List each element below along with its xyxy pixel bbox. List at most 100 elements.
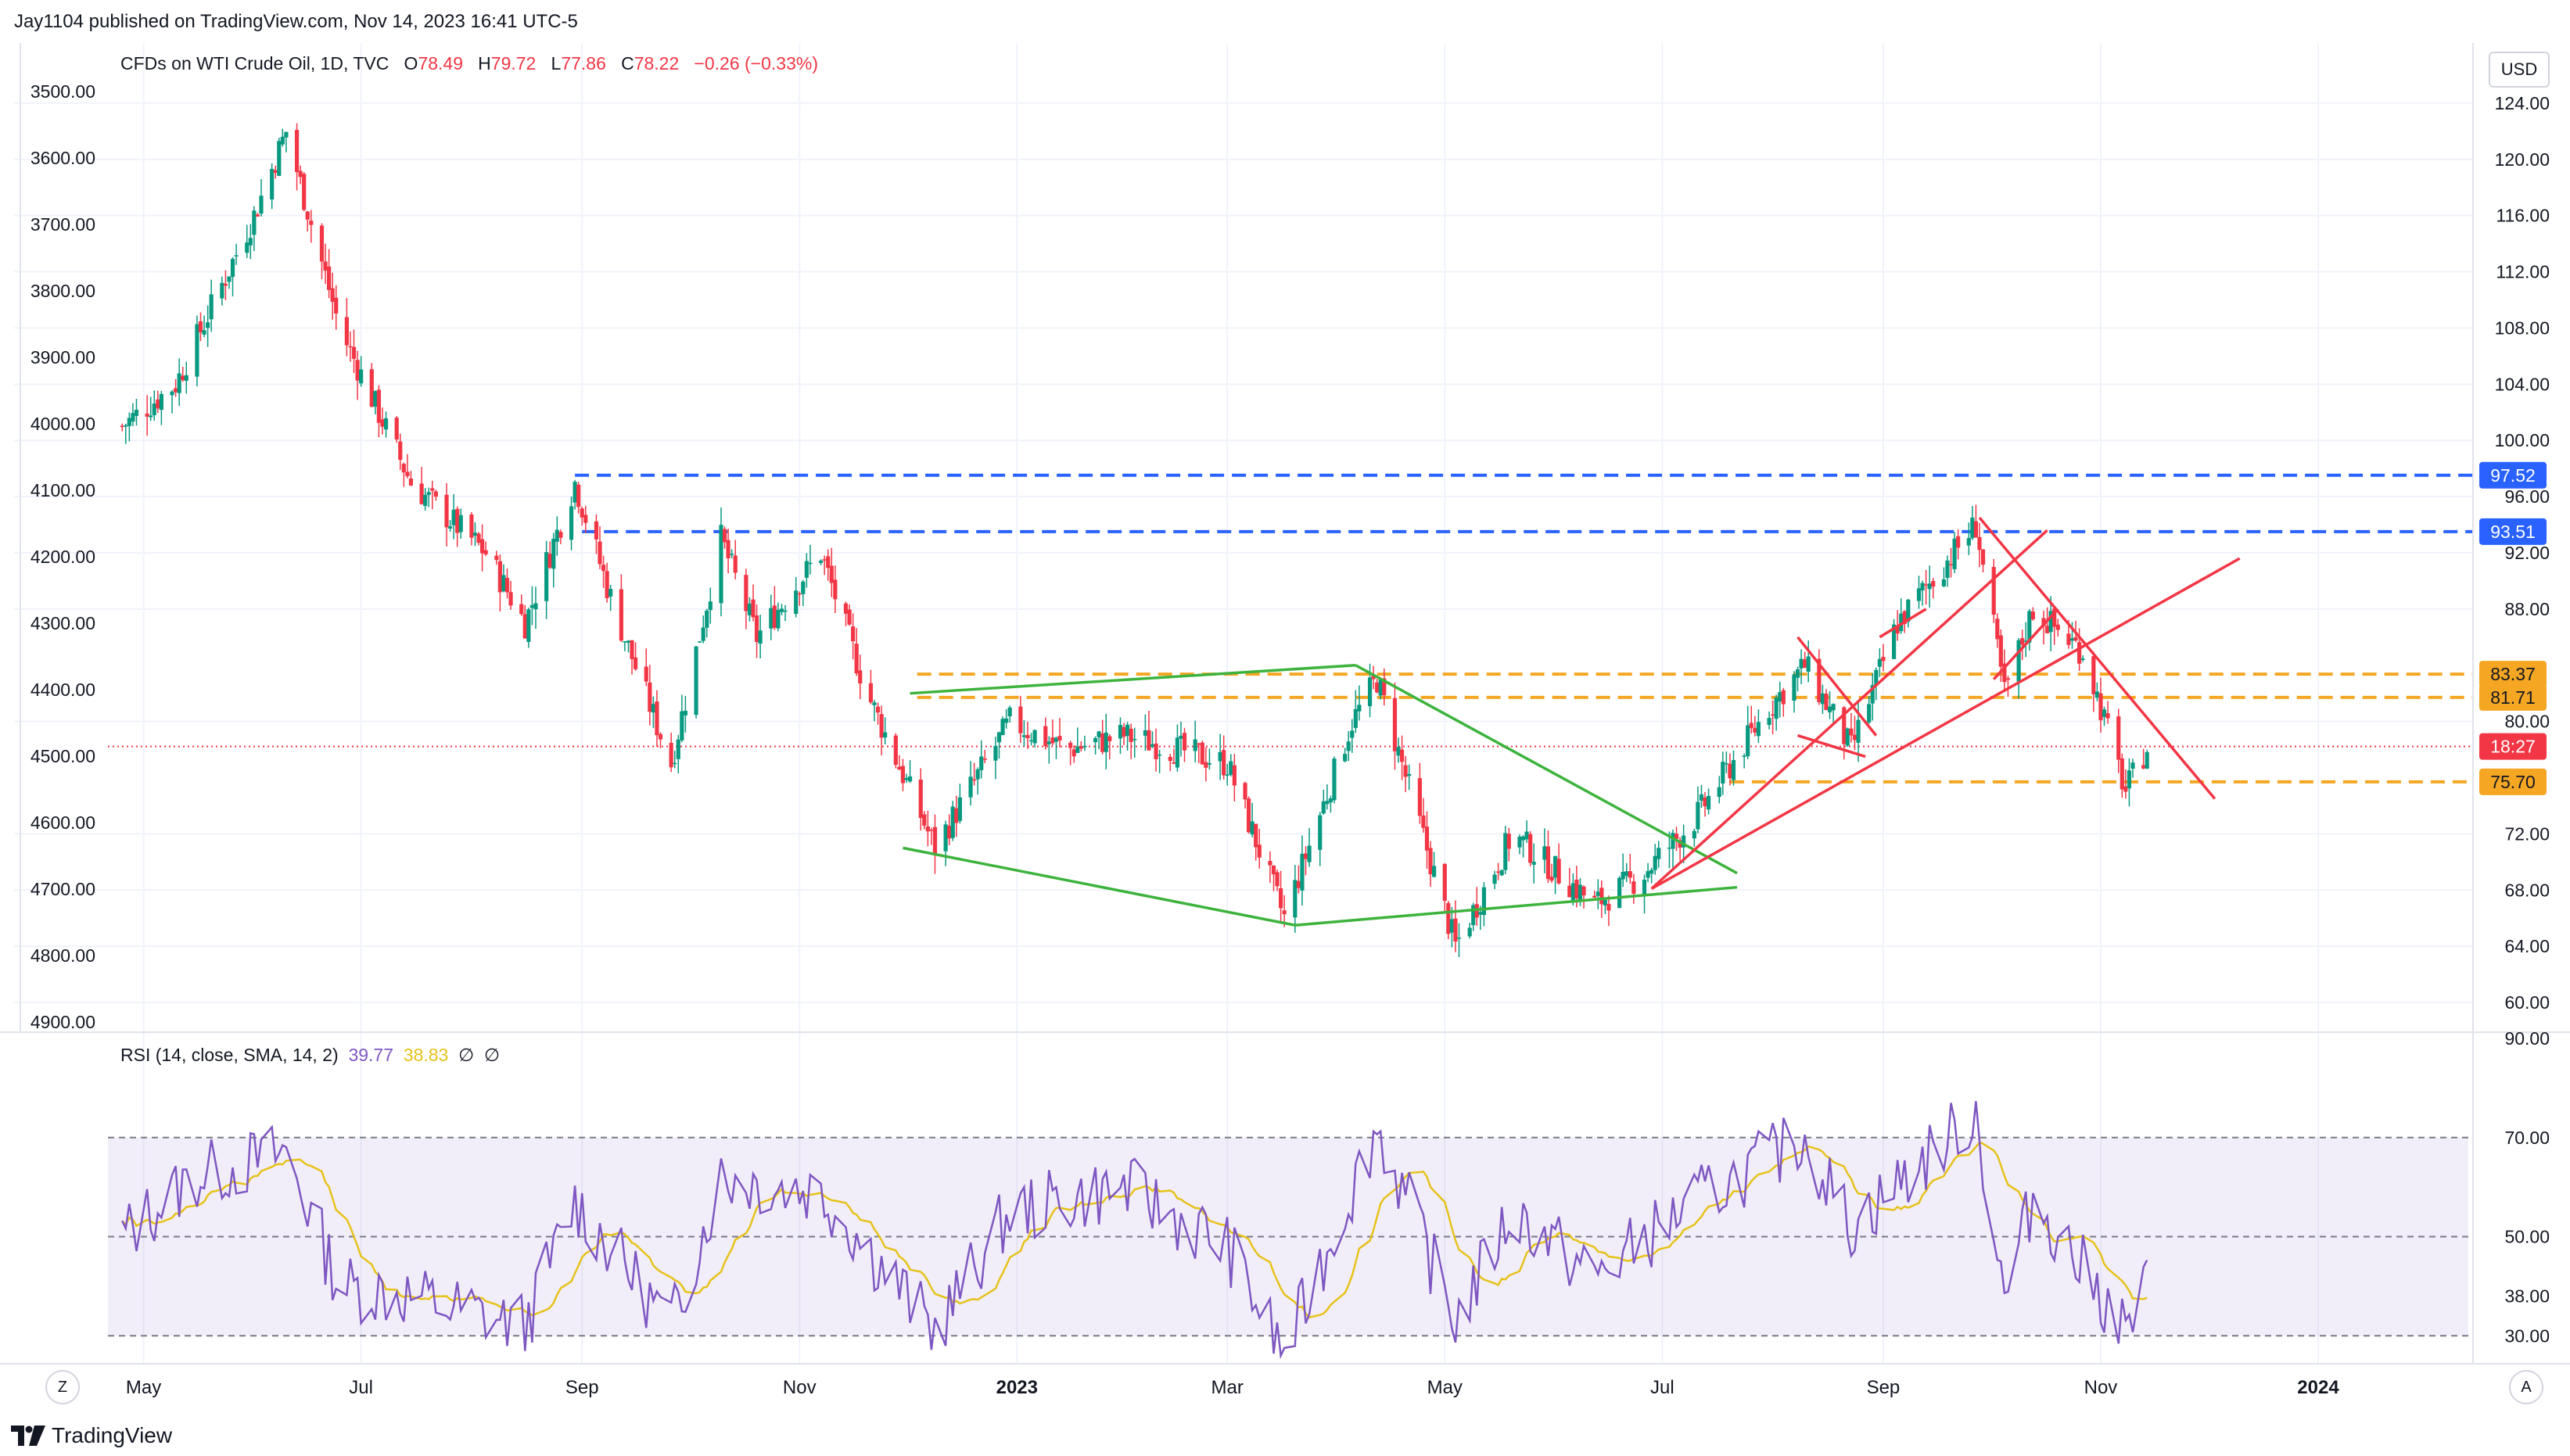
candle-body bbox=[2002, 663, 2007, 683]
candle-body bbox=[124, 425, 128, 427]
candle-body bbox=[929, 830, 934, 831]
candle-body bbox=[975, 769, 980, 780]
candle-body bbox=[2127, 770, 2132, 789]
candle-body bbox=[1243, 783, 1247, 800]
candle-body bbox=[476, 533, 481, 543]
candle-body bbox=[1542, 846, 1547, 860]
candle-body bbox=[1268, 860, 1272, 866]
auto-scale-button[interactable]: A bbox=[2509, 1370, 2543, 1404]
candle-body bbox=[220, 282, 224, 299]
x-tick-label: Jul bbox=[1650, 1377, 1674, 1398]
candle-body bbox=[1350, 730, 1355, 738]
candle-body bbox=[783, 610, 788, 612]
price-level-badge bbox=[2479, 683, 2547, 711]
candle-body bbox=[2130, 762, 2135, 769]
high-label: H bbox=[478, 53, 491, 74]
currency-button[interactable]: USD bbox=[2489, 52, 2550, 88]
candle-body bbox=[1250, 821, 1254, 835]
candle-body bbox=[1646, 871, 1650, 878]
candle-body bbox=[383, 418, 389, 430]
candle-body bbox=[1082, 745, 1087, 748]
price-level-label: 81.71 bbox=[2490, 687, 2536, 708]
pattern-mark bbox=[1879, 608, 1927, 639]
symbol-legend: CFDs on WTI Crude Oil, 1D, TVC O78.49 H7… bbox=[120, 53, 818, 74]
candle-body bbox=[1556, 859, 1561, 884]
low-label: L bbox=[551, 53, 562, 74]
candle-body bbox=[922, 814, 927, 826]
candle-body bbox=[319, 225, 325, 262]
price-level-label: 83.37 bbox=[2490, 664, 2536, 684]
y-right-tick-label: 112.00 bbox=[2496, 262, 2550, 282]
candle-body bbox=[1692, 830, 1696, 839]
candle-body bbox=[1018, 706, 1023, 733]
candle-body bbox=[447, 526, 453, 529]
candle-body bbox=[794, 590, 799, 615]
candle-body bbox=[854, 644, 859, 674]
candle-body bbox=[1300, 853, 1305, 891]
candle-body bbox=[979, 756, 984, 770]
candle-body bbox=[1771, 714, 1775, 716]
candle-body bbox=[355, 360, 360, 381]
candle-body bbox=[1524, 831, 1529, 840]
candle-body bbox=[1053, 737, 1059, 742]
x-tick-label: Jul bbox=[349, 1377, 373, 1398]
candle-body bbox=[900, 766, 906, 784]
candle-body bbox=[156, 399, 160, 409]
candle-body bbox=[1232, 765, 1237, 786]
x-tick-label: 2024 bbox=[2297, 1377, 2339, 1398]
candle-body bbox=[1746, 725, 1750, 757]
candle-body bbox=[1143, 730, 1147, 736]
candle-body bbox=[705, 610, 709, 628]
level-labels: 97.52 93.51 83.37 81.71 75.70 18:27 bbox=[2479, 461, 2547, 795]
candle-body bbox=[1856, 719, 1861, 743]
rsi-tick-label: 30.00 bbox=[2504, 1325, 2550, 1346]
candle-body bbox=[522, 614, 527, 639]
candle-body bbox=[401, 464, 406, 473]
candle-body bbox=[1407, 773, 1412, 776]
candle-body bbox=[1229, 761, 1233, 775]
axes: May Jul Sep Nov 2023 Mar May Jul Sep Nov 2024 124.0… bbox=[0, 43, 2570, 1398]
candle-body bbox=[1375, 682, 1380, 693]
candle-body bbox=[1275, 872, 1280, 887]
candle-body bbox=[1107, 736, 1112, 741]
candle-body bbox=[2120, 758, 2124, 790]
candle-body bbox=[608, 589, 613, 597]
candle-body bbox=[630, 640, 634, 659]
pattern-mark bbox=[1797, 733, 1866, 758]
candle-body bbox=[658, 733, 663, 740]
candle-body bbox=[1503, 833, 1508, 870]
candle-body bbox=[594, 521, 599, 540]
candle-body bbox=[1100, 733, 1105, 752]
candle-body bbox=[1595, 891, 1600, 896]
candle-body bbox=[573, 482, 577, 503]
x-tick-label: May bbox=[126, 1377, 161, 1398]
candle-body bbox=[1653, 855, 1657, 870]
candle-body bbox=[131, 413, 135, 422]
published-by: Jay1104 published on TradingView.com, No… bbox=[14, 11, 578, 32]
candle-body bbox=[359, 369, 364, 384]
zoom-reset-button[interactable]: Z bbox=[45, 1370, 80, 1404]
candle-body bbox=[875, 706, 881, 713]
candle-body bbox=[1442, 863, 1447, 901]
candle-body bbox=[1296, 880, 1301, 888]
candles bbox=[120, 123, 2149, 957]
candle-body bbox=[327, 266, 332, 290]
symbol-name: CFDs on WTI Crude Oil, 1D, TVC bbox=[120, 53, 389, 74]
candle-body bbox=[1781, 690, 1786, 705]
candle-body bbox=[1902, 611, 1907, 624]
candle-body bbox=[972, 779, 977, 781]
candle-body bbox=[673, 762, 677, 765]
tradingview-logo[interactable]: TradingView bbox=[11, 1422, 172, 1450]
candle-body bbox=[2066, 633, 2071, 645]
candle-body bbox=[651, 704, 655, 713]
rsi-extra-2: ∅ bbox=[483, 1045, 501, 1065]
candle-body bbox=[868, 683, 874, 703]
candle-body bbox=[1728, 763, 1732, 779]
candle-body bbox=[1717, 787, 1721, 798]
candle-body bbox=[1200, 742, 1204, 765]
candle-body bbox=[483, 550, 488, 554]
candle-body bbox=[797, 593, 802, 595]
price-level-badge bbox=[2479, 768, 2547, 795]
candle-body bbox=[127, 418, 131, 426]
